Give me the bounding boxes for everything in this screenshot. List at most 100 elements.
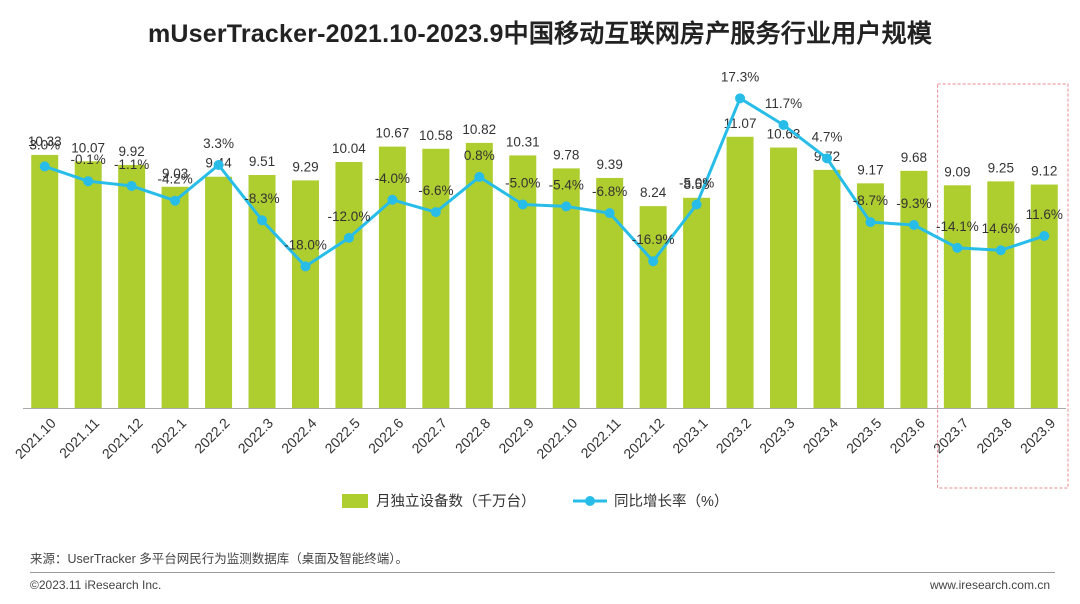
line-point-2023.7 xyxy=(952,242,963,253)
line-label-2022.8: 0.8% xyxy=(464,148,495,163)
bar-label-2022.1: 9.03 xyxy=(162,166,188,181)
bar-2023.5 xyxy=(856,183,884,408)
line-point-2022.9 xyxy=(517,199,528,210)
x-tick-label: 2022.12 xyxy=(620,415,667,462)
line-label-2021.10: 3.0% xyxy=(29,137,60,152)
bar-2022.8 xyxy=(465,142,493,408)
x-tick-label: 2023.1 xyxy=(669,415,711,457)
x-tick-label: 2022.4 xyxy=(278,415,320,457)
line-point-2023.9 xyxy=(1039,230,1050,241)
website: www.iresearch.com.cn xyxy=(929,578,1050,592)
line-label-2023.9: 11.6% xyxy=(1026,207,1063,222)
bar-2022.6 xyxy=(378,146,406,408)
bar-2021.12 xyxy=(118,164,146,408)
bar-2023.9 xyxy=(1030,184,1058,408)
legend-line-label: 同比增长率（%） xyxy=(614,493,728,510)
x-tick-label: 2022.6 xyxy=(365,415,407,457)
bar-label-2022.11: 9.39 xyxy=(597,157,623,172)
x-tick-label: 2023.7 xyxy=(930,415,972,457)
line-label-2022.11: -6.8% xyxy=(592,184,627,199)
x-tick-label: 2023.2 xyxy=(713,415,755,457)
line-point-2023.4 xyxy=(821,153,832,164)
line-label-2021.11: -0.1% xyxy=(71,152,106,167)
line-label-2023.1: -5.0% xyxy=(679,176,714,191)
bar-2022.1 xyxy=(161,186,189,408)
bar-2022.7 xyxy=(422,148,450,409)
line-label-2023.7: -14.1% xyxy=(936,219,979,234)
bar-2023.1 xyxy=(683,197,711,408)
x-tick-label: 2023.8 xyxy=(973,415,1015,457)
bar-2022.5 xyxy=(335,162,363,408)
bar-2023.4 xyxy=(813,169,841,408)
bar-label-2022.10: 9.78 xyxy=(553,147,579,162)
line-label-2022.6: -4.0% xyxy=(375,171,410,186)
bar-label-2022.9: 10.31 xyxy=(506,134,540,149)
bar-label-2022.4: 9.29 xyxy=(292,159,318,174)
x-tick-label: 2023.6 xyxy=(886,415,928,457)
bar-label-2022.5: 10.04 xyxy=(332,141,366,156)
bar-2022.3 xyxy=(248,175,276,408)
line-point-2022.11 xyxy=(604,208,615,219)
line-label-2022.10: -5.4% xyxy=(549,177,584,192)
line-point-2021.10 xyxy=(39,161,50,172)
x-tick-label: 2023.4 xyxy=(800,415,842,457)
bar-2022.4 xyxy=(291,180,319,408)
x-tick-label: 2021.12 xyxy=(99,415,146,462)
line-point-2023.1 xyxy=(691,199,702,210)
bar-2023.3 xyxy=(770,147,798,408)
line-label-2022.5: -12.0% xyxy=(328,209,371,224)
line-label-2022.4: -18.0% xyxy=(284,237,327,252)
line-label-2023.3: 11.7% xyxy=(765,96,802,111)
bar-label-2023.7: 9.09 xyxy=(944,164,970,179)
bar-2022.12 xyxy=(639,206,667,408)
bar-label-2023.8: 9.25 xyxy=(988,160,1014,175)
bar-2023.2 xyxy=(726,136,754,408)
line-point-2022.12 xyxy=(648,256,659,267)
bar-label-2023.9: 9.12 xyxy=(1031,164,1057,179)
legend-bar-label: 月独立设备数（千万台） xyxy=(376,493,536,510)
copyright: ©2023.11 iResearch Inc. xyxy=(30,578,162,592)
bar-label-2021.12: 9.92 xyxy=(119,144,145,159)
line-point-2023.3 xyxy=(778,120,789,130)
bar-2021.10 xyxy=(31,154,59,408)
line-label-2022.1: -4.2% xyxy=(157,172,192,187)
bar-2023.6 xyxy=(900,170,928,408)
x-tick-label: 2021.11 xyxy=(56,415,103,462)
line-label-2023.2: 17.3% xyxy=(721,69,759,84)
x-tick-label: 2022.10 xyxy=(533,415,580,462)
x-tick-label: 2022.5 xyxy=(321,415,363,457)
line-label-2022.12: -16.9% xyxy=(632,232,675,247)
line-point-2023.8 xyxy=(995,245,1006,256)
bar-2021.11 xyxy=(74,161,102,408)
line-label-2021.12: -1.1% xyxy=(114,157,149,172)
x-tick-label: 2023.5 xyxy=(843,415,885,457)
line-point-2022.10 xyxy=(561,201,572,212)
line-point-2023.5 xyxy=(865,217,876,228)
growth-rate-line xyxy=(44,96,1045,268)
bar-2023.7 xyxy=(943,185,971,408)
line-label-2022.7: -6.6% xyxy=(418,183,453,198)
x-tick-label: 2023.9 xyxy=(1017,415,1059,457)
x-tick-label: 2022.9 xyxy=(495,415,537,457)
bar-label-2022.6: 10.67 xyxy=(375,126,409,141)
bar-2022.2 xyxy=(205,176,233,408)
x-tick-label: 2023.3 xyxy=(756,415,798,457)
line-label-2023.4: 4.7% xyxy=(812,129,843,144)
bar-label-2022.12: 8.24 xyxy=(640,185,667,200)
line-point-2022.6 xyxy=(387,194,398,205)
line-point-2021.12 xyxy=(126,180,137,191)
footer-divider xyxy=(30,572,1055,573)
x-tick-label: 2022.2 xyxy=(191,415,233,457)
x-tick-label: 2021.10 xyxy=(12,415,59,462)
bar-label-2023.5: 9.17 xyxy=(857,162,883,177)
line-label-2023.5: -8.7% xyxy=(853,193,888,208)
bar-2023.8 xyxy=(987,181,1015,408)
chart-title: mUserTracker-2021.10-2023.9中国移动互联网房产服务行业… xyxy=(147,20,933,48)
line-label-2022.3: -8.3% xyxy=(244,191,279,206)
bar-2022.9 xyxy=(509,155,537,408)
legend-bar-swatch xyxy=(342,494,368,508)
line-point-2023.2 xyxy=(735,93,746,104)
line-point-2022.2 xyxy=(213,160,224,170)
bar-label-2022.8: 10.82 xyxy=(462,122,496,137)
